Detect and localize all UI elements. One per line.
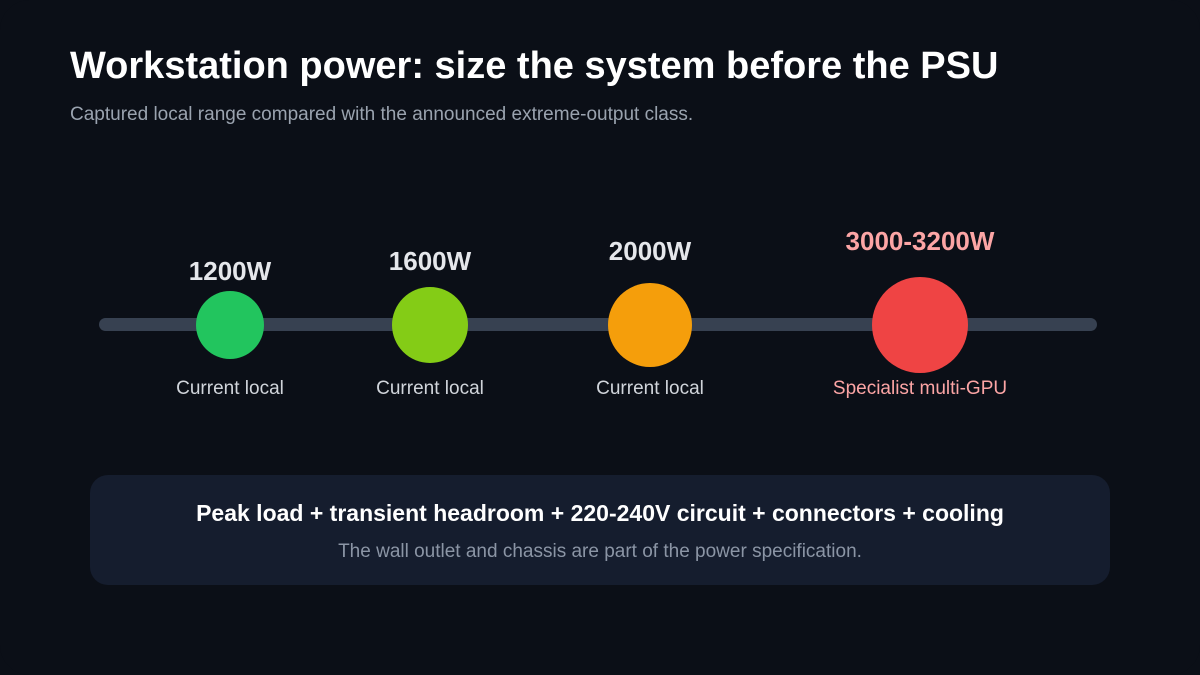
milestone-caption-1600w: Current local	[376, 378, 484, 399]
milestone-dot-1600w	[392, 287, 468, 363]
wattage-scale-track	[99, 318, 1097, 331]
summary-note: The wall outlet and chassis are part of …	[338, 541, 862, 562]
page-title: Workstation power: size the system befor…	[70, 45, 999, 87]
milestone-caption-3000-3200w: Specialist multi-GPU	[832, 378, 1008, 399]
milestone-dot-1200w	[196, 291, 264, 359]
milestone-wattage-1200w: 1200W	[188, 256, 272, 286]
milestone-caption-1200w: Current local	[176, 378, 284, 399]
milestone-caption-2000w: Current local	[596, 378, 704, 399]
milestone-wattage-1600w: 1600W	[388, 246, 472, 276]
milestone-wattage-3000-3200w: 3000-3200W	[845, 226, 995, 256]
milestone-wattage-2000w: 2000W	[608, 236, 692, 266]
page-subtitle: Captured local range compared with the a…	[70, 104, 694, 125]
milestone-dot-3000-3200w	[872, 277, 968, 373]
summary-headline: Peak load + transient headroom + 220-240…	[196, 500, 1004, 526]
milestone-dot-2000w	[608, 283, 692, 367]
summary-panel: Peak load + transient headroom + 220-240…	[90, 475, 1110, 585]
